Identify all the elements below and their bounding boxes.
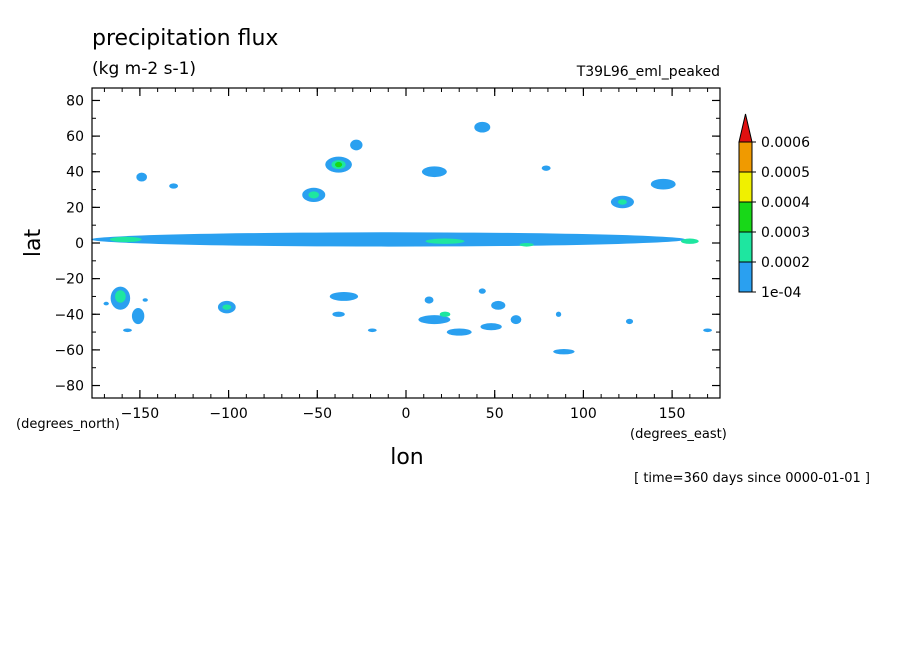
x-tick-label: 0	[402, 406, 411, 422]
y-axis-ticks: 80 60 40 20 0 −20 −40 −60 −80	[54, 93, 720, 395]
precip-feature-30	[446, 328, 472, 336]
precip-feature-20	[115, 290, 126, 303]
plot-area: −150 −100 −50 0 50 100 150 80 60 40 20 0 −20 −40 −60 −…	[54, 87, 721, 422]
precip-feature-18	[169, 183, 179, 189]
precip-feature-35	[555, 311, 562, 317]
precip-feature-4	[680, 238, 699, 244]
precip-feature-11	[474, 121, 491, 133]
y-tick-label: 60	[66, 129, 84, 145]
y-tick-label: −80	[54, 379, 84, 395]
colorbar-label: 0.0005	[761, 165, 810, 181]
precip-feature-13	[541, 165, 551, 171]
precip-feature-12	[421, 166, 447, 178]
precip-feature-23	[222, 304, 232, 310]
precip-feature-27	[418, 315, 451, 325]
colorbar-triangle	[738, 113, 753, 143]
precip-feature-1	[109, 236, 142, 243]
colorbar-label: 0.0006	[761, 135, 810, 151]
time-label: [ time=360 days since 0000-01-01 ]	[634, 471, 870, 486]
colorbar-box	[738, 231, 753, 263]
precip-features	[91, 121, 713, 355]
precip-feature-25	[332, 311, 345, 317]
precip-feature-2	[425, 238, 465, 244]
precip-feature-34	[553, 349, 575, 355]
colorbar-label: 0.0002	[761, 255, 810, 271]
x-tick-label: −150	[121, 406, 159, 422]
colorbar-box	[738, 201, 753, 233]
y-tick-label: 20	[66, 200, 84, 216]
precip-feature-9	[308, 191, 320, 199]
precip-feature-38	[367, 328, 377, 333]
x-axis-units: (degrees_east)	[630, 427, 727, 442]
y-tick-label: 80	[66, 93, 84, 109]
precip-feature-17	[136, 172, 147, 182]
precip-feature-0	[91, 232, 686, 247]
colorbar-label: 0.0003	[761, 225, 810, 241]
y-tick-label: −60	[54, 343, 84, 359]
y-axis-units: (degrees_north)	[16, 417, 120, 432]
precip-feature-31	[480, 323, 502, 331]
precip-feature-21	[131, 308, 145, 325]
x-tick-label: −100	[209, 406, 247, 422]
precip-feature-16	[650, 178, 676, 190]
x-tick-label: 50	[486, 406, 504, 422]
x-axis-ticks: −150 −100 −50 0 50 100 150	[103, 88, 709, 422]
y-tick-label: 0	[75, 236, 84, 252]
chart-title: precipitation flux	[92, 26, 278, 51]
precip-feature-10	[350, 139, 363, 151]
chart-units: (kg m-2 s-1)	[92, 59, 196, 79]
y-tick-label: −20	[54, 272, 84, 288]
colorbar-box	[738, 141, 753, 173]
precip-feature-39	[703, 328, 713, 333]
precip-feature-40	[103, 301, 109, 306]
precip-feature-36	[625, 318, 634, 325]
precip-feature-26	[424, 296, 434, 304]
precip-feature-37	[123, 328, 132, 333]
precip-feature-7	[335, 161, 343, 168]
precip-feature-3	[519, 243, 534, 247]
y-tick-label: −40	[54, 307, 84, 323]
x-tick-label: 100	[570, 406, 597, 422]
colorbar-box	[738, 261, 753, 293]
x-tick-label: 150	[659, 406, 686, 422]
colorbar: 1e-04 0.0002 0.0003 0.0004 0.0005 0.0006	[738, 113, 810, 301]
x-tick-label: −50	[303, 406, 333, 422]
precip-feature-32	[510, 315, 522, 325]
precip-feature-15	[617, 199, 627, 205]
y-axis-label: lat	[21, 229, 46, 258]
colorbar-label: 1e-04	[761, 285, 801, 301]
colorbar-box	[738, 171, 753, 203]
precip-feature-41	[142, 298, 148, 302]
precip-feature-33	[478, 288, 486, 294]
y-tick-label: 40	[66, 165, 84, 181]
precip-feature-28	[439, 311, 451, 317]
dataset-label: T39L96_eml_peaked	[576, 64, 720, 80]
precip-feature-29	[491, 300, 506, 310]
precip-feature-24	[329, 291, 359, 301]
x-axis-label: lon	[390, 445, 424, 470]
colorbar-label: 0.0004	[761, 195, 810, 211]
